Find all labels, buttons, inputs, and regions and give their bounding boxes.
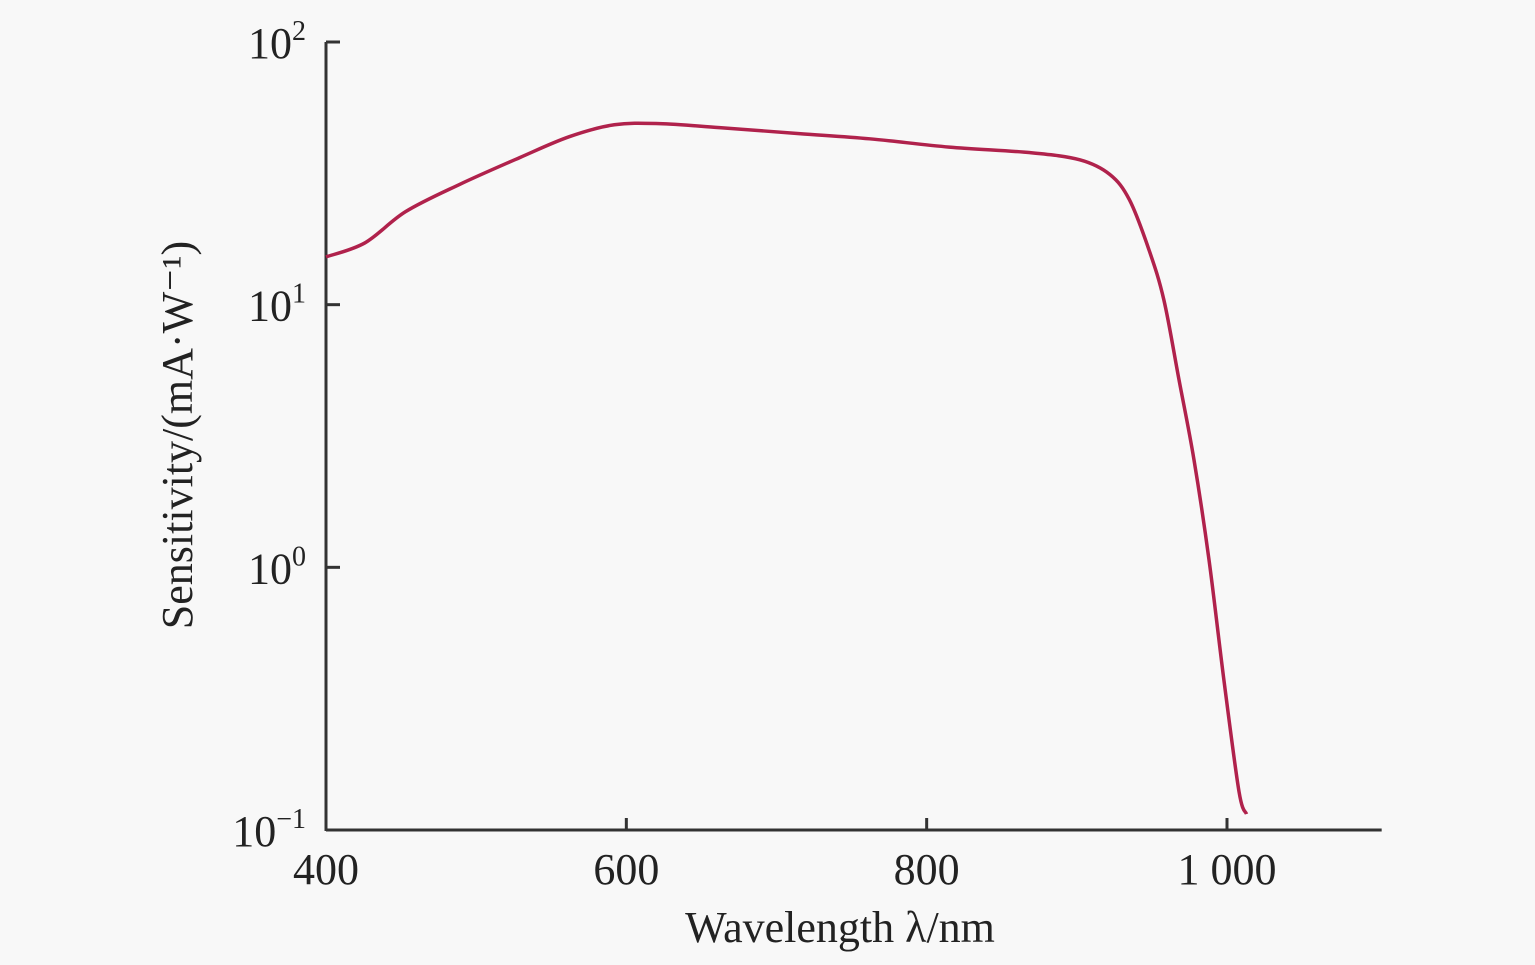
x-tick-label: 800	[894, 845, 960, 894]
y-tick-label: 102	[248, 16, 306, 68]
x-tick-label: 400	[293, 845, 359, 894]
sensitivity-line	[325, 121, 1249, 815]
x-axis-label: Wavelength λ/nm	[685, 903, 995, 952]
y-tick-label: 101	[248, 279, 306, 331]
x-tick-label: 600	[593, 845, 659, 894]
y-tick-label: 10−1	[232, 804, 306, 856]
ticks: 400 600 800 1 000 10−1 100 101 102	[232, 16, 1276, 894]
y-axis-label: Sensitivity/(mA·W⁻¹)	[153, 241, 202, 629]
series	[325, 121, 1249, 815]
y-tick-label: 100	[248, 541, 306, 593]
axes	[324, 42, 1382, 832]
x-tick-label: 1 000	[1178, 845, 1277, 894]
